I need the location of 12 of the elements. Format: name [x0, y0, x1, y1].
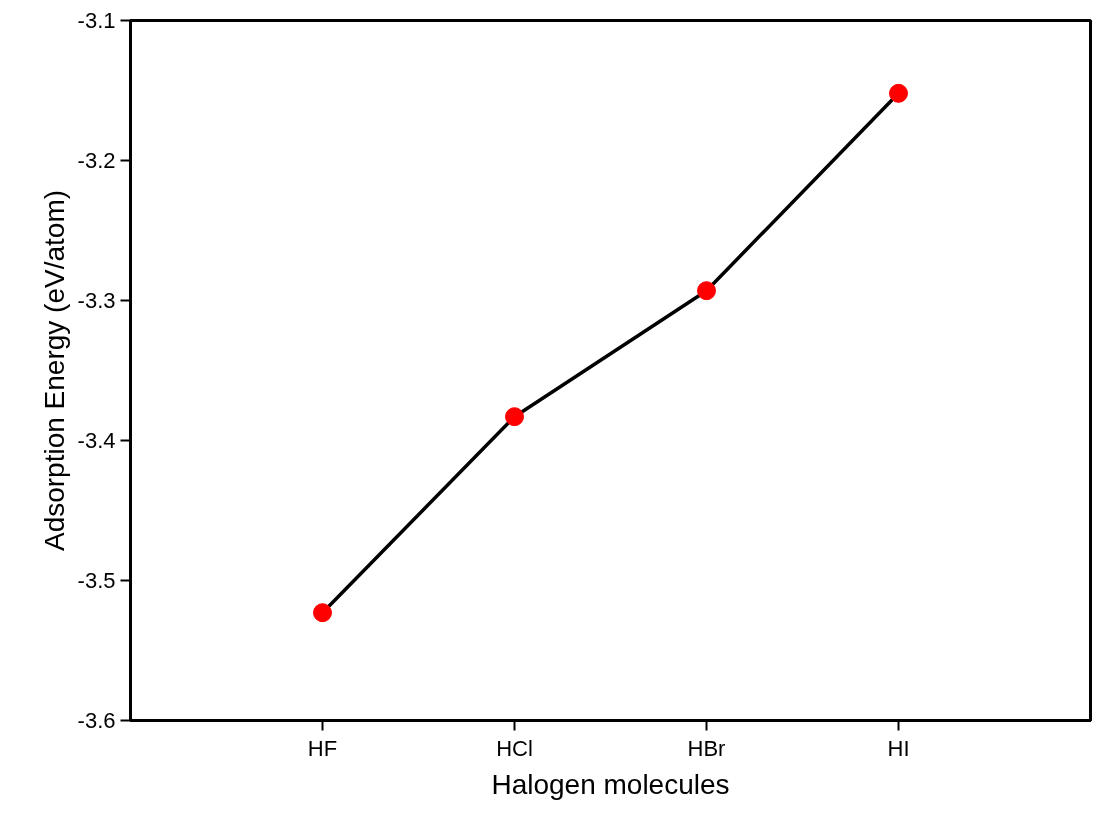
x-tick-label: HI [887, 735, 910, 761]
y-tick-label: -3.2 [77, 148, 116, 173]
x-axis-title: Halogen molecules [491, 768, 730, 800]
x-tick-label: HF [307, 735, 338, 761]
y-tick-label: -3.1 [77, 8, 116, 33]
y-tick-label: -3.4 [77, 428, 116, 453]
y-axis-title: Adsorption Energy (eV/atom) [38, 189, 70, 552]
y-tick-label: -3.3 [77, 288, 116, 313]
y-tick-label: -3.6 [77, 708, 116, 733]
x-tick-label: HCl [496, 735, 533, 761]
x-tick-label: HBr [687, 735, 726, 761]
y-tick-label: -3.5 [77, 568, 116, 593]
